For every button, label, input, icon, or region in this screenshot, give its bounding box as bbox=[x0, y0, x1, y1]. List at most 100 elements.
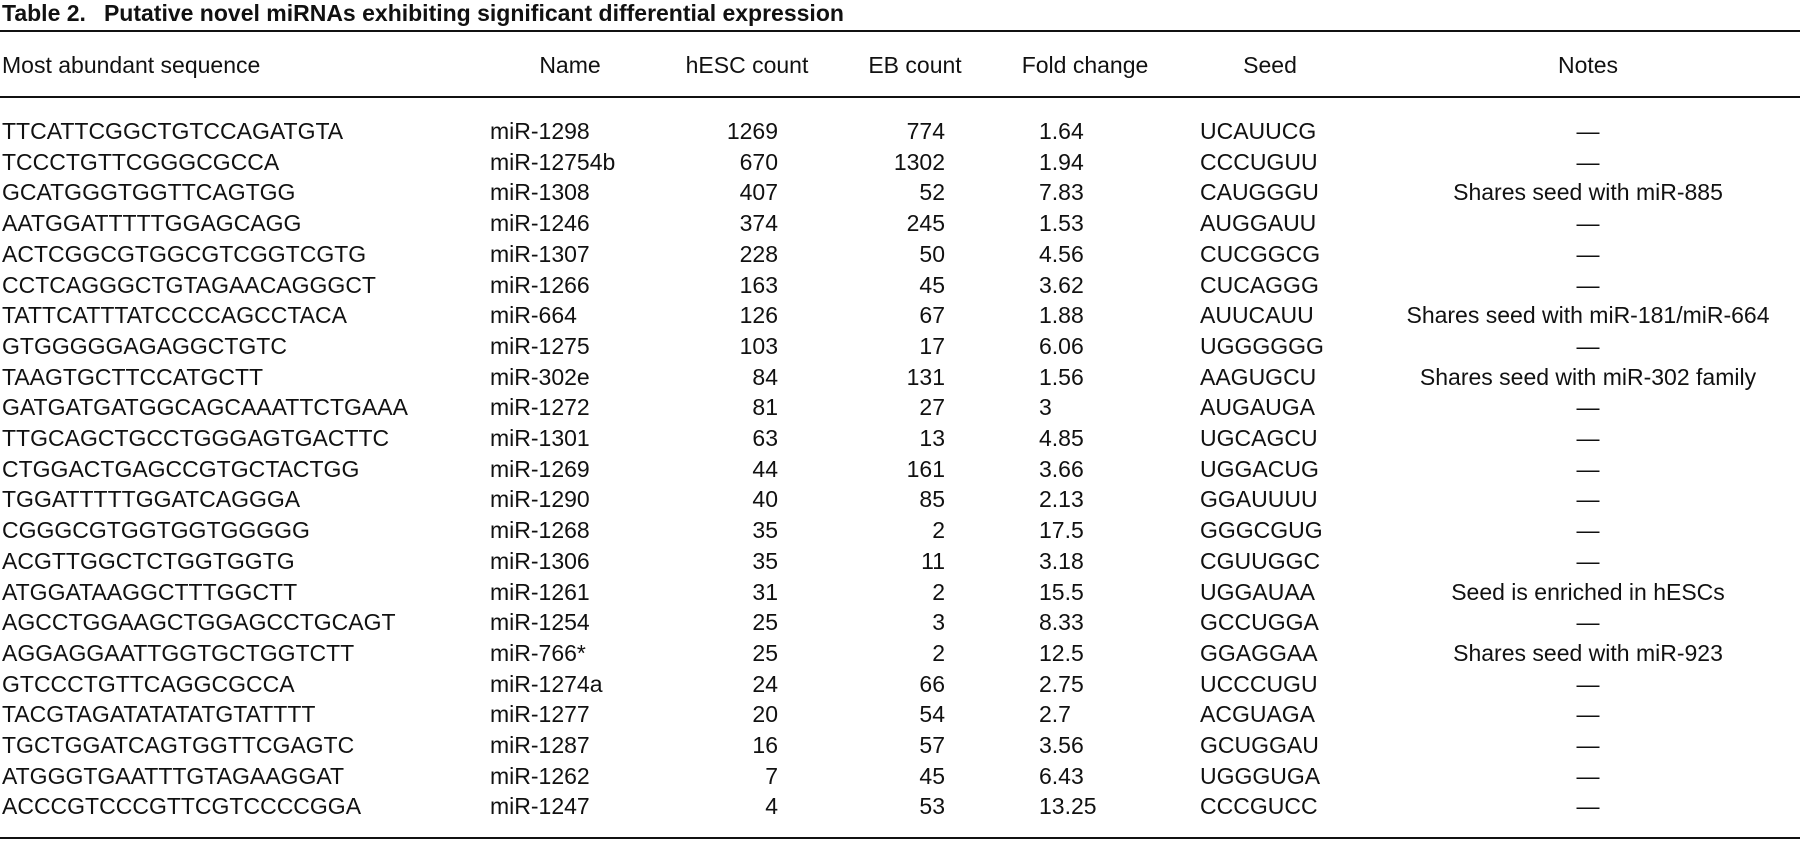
cell-eb-count: 1302 bbox=[893, 148, 945, 175]
table-title: Putative novel miRNAs exhibiting signifi… bbox=[103, 0, 844, 26]
cell-seed: CUCGGCG bbox=[1200, 240, 1321, 267]
cell-sequence: ATGGATAAGGCTTTGGCTT bbox=[2, 578, 298, 605]
cell-name: miR-1301 bbox=[490, 425, 590, 451]
cell-fold-change: 2.13 bbox=[1039, 486, 1084, 513]
cell-hesc-count: 20 bbox=[752, 701, 778, 728]
cell-name: miR-1274a bbox=[490, 670, 603, 697]
cell-notes: — bbox=[1576, 517, 1600, 544]
cell-name: miR-1275 bbox=[490, 332, 590, 359]
cell-fold-change: 1.64 bbox=[1039, 118, 1084, 144]
cell-hesc-count: 16 bbox=[752, 732, 778, 758]
cell-fold-change: 3.56 bbox=[1039, 732, 1084, 758]
cell-hesc-count: 35 bbox=[752, 517, 778, 544]
cell-fold-change: 15.5 bbox=[1039, 578, 1084, 605]
cell-seed: AUUCAUU bbox=[1200, 302, 1314, 329]
cell-sequence: GATGATGATGGCAGCAAATTCTGAAA bbox=[2, 394, 408, 421]
cell-hesc-count: 25 bbox=[752, 639, 778, 666]
cell-eb-count: 774 bbox=[906, 118, 945, 144]
cell-sequence: ACTCGGCGTGGCGTCGGTCGTG bbox=[2, 240, 367, 267]
cell-eb-count: 67 bbox=[919, 302, 945, 329]
cell-sequence: GCATGGGTGGTTCAGTGG bbox=[2, 179, 296, 206]
cell-sequence: CGGGCGTGGTGGTGGGGG bbox=[2, 517, 310, 544]
cell-seed: CCCGUCC bbox=[1200, 793, 1318, 820]
cell-name: miR-1307 bbox=[490, 240, 590, 267]
cell-notes: — bbox=[1576, 394, 1600, 421]
cell-hesc-count: 31 bbox=[752, 578, 778, 605]
cell-notes: Shares seed with miR-923 bbox=[1453, 639, 1723, 666]
cell-seed: CAUGGGU bbox=[1200, 179, 1319, 206]
cell-sequence: TTCATTCGGCTGTCCAGATGTA bbox=[2, 118, 344, 144]
cell-fold-change: 4.85 bbox=[1039, 425, 1084, 451]
cell-notes: — bbox=[1576, 732, 1600, 758]
cell-seed: GCCUGGA bbox=[1200, 609, 1319, 636]
cell-hesc-count: 24 bbox=[752, 670, 778, 697]
cell-eb-count: 52 bbox=[919, 179, 945, 206]
cell-hesc-count: 126 bbox=[739, 302, 778, 329]
cell-seed: UCAUUCG bbox=[1200, 118, 1317, 144]
column-header: Most abundant sequence bbox=[2, 52, 261, 78]
cell-seed: ACGUAGA bbox=[1200, 701, 1316, 728]
cell-eb-count: 131 bbox=[906, 363, 945, 390]
cell-hesc-count: 163 bbox=[739, 271, 778, 298]
cell-seed: UCCCUGU bbox=[1200, 670, 1318, 697]
cell-fold-change: 8.33 bbox=[1039, 609, 1084, 636]
cell-name: miR-664 bbox=[490, 302, 577, 329]
cell-hesc-count: 7 bbox=[765, 762, 778, 789]
cell-notes: — bbox=[1576, 486, 1600, 513]
cell-sequence: TGGATTTTTGGATCAGGGA bbox=[2, 486, 301, 513]
cell-seed: UGCAGCU bbox=[1200, 425, 1318, 451]
cell-seed: UGGGGGG bbox=[1200, 332, 1324, 359]
cell-sequence: TTGCAGCTGCCTGGGAGTGACTTC bbox=[2, 425, 390, 451]
bottom-rule bbox=[0, 837, 1800, 839]
cell-name: miR-1287 bbox=[490, 732, 590, 758]
cell-sequence: ATGGGTGAATTTGTAGAAGGAT bbox=[2, 762, 345, 789]
cell-sequence: TCCCTGTTCGGGCGCCA bbox=[2, 148, 280, 175]
cell-seed: GGAGGAA bbox=[1200, 639, 1318, 666]
cell-sequence: GTCCCTGTTCAGGCGCCA bbox=[2, 670, 295, 697]
cell-notes: Shares seed with miR-885 bbox=[1453, 179, 1723, 206]
cell-notes: — bbox=[1576, 609, 1600, 636]
cell-hesc-count: 4 bbox=[765, 793, 778, 820]
cell-fold-change: 6.43 bbox=[1039, 762, 1084, 789]
top-rule bbox=[0, 30, 1800, 32]
cell-sequence: ACCCGTCCCGTTCGTCCCCGGA bbox=[2, 793, 362, 820]
cell-hesc-count: 40 bbox=[752, 486, 778, 513]
cell-eb-count: 161 bbox=[906, 455, 945, 482]
cell-fold-change: 7.83 bbox=[1039, 179, 1084, 206]
column-header: Notes bbox=[1557, 52, 1619, 78]
cell-eb-count: 13 bbox=[919, 425, 945, 451]
cell-fold-change: 1.56 bbox=[1039, 363, 1084, 390]
column-header: hESC count bbox=[685, 52, 809, 78]
table-caption: Table 2. Putative novel miRNAs exhibiting… bbox=[2, 0, 862, 26]
cell-seed: UGGACUG bbox=[1200, 455, 1319, 482]
cell-seed: UGGGUGA bbox=[1200, 762, 1321, 789]
column-header: Fold change bbox=[1021, 52, 1149, 78]
cell-notes: Shares seed with miR-181/miR-664 bbox=[1406, 302, 1770, 329]
cell-fold-change: 1.88 bbox=[1039, 302, 1084, 329]
cell-name: miR-1308 bbox=[490, 179, 590, 206]
cell-eb-count: 45 bbox=[919, 762, 945, 789]
cell-hesc-count: 228 bbox=[739, 240, 778, 267]
cell-seed: AAGUGCU bbox=[1200, 363, 1317, 390]
cell-fold-change: 3.18 bbox=[1039, 547, 1084, 574]
cell-sequence: ACGTTGGCTCTGGTGGTG bbox=[2, 547, 295, 574]
cell-notes: — bbox=[1576, 148, 1600, 175]
cell-name: miR-1254 bbox=[490, 609, 590, 636]
cell-notes: — bbox=[1576, 240, 1600, 267]
cell-eb-count: 45 bbox=[919, 271, 945, 298]
cell-hesc-count: 670 bbox=[739, 148, 778, 175]
cell-notes: Seed is enriched in hESCs bbox=[1451, 578, 1725, 605]
cell-fold-change: 1.94 bbox=[1039, 148, 1084, 175]
cell-sequence: TAAGTGCTTCCATGCTT bbox=[2, 363, 264, 390]
cell-notes: — bbox=[1576, 547, 1600, 574]
cell-name: miR-1290 bbox=[490, 486, 590, 513]
table-label: Table 2. bbox=[2, 0, 86, 26]
cell-notes: — bbox=[1576, 455, 1600, 482]
cell-name: miR-1246 bbox=[490, 210, 590, 237]
cell-eb-count: 2 bbox=[932, 578, 945, 605]
cell-name: miR-1298 bbox=[490, 118, 590, 144]
cell-fold-change: 3.66 bbox=[1039, 455, 1084, 482]
cell-seed: GGAUUUU bbox=[1200, 486, 1318, 513]
cell-eb-count: 66 bbox=[919, 670, 945, 697]
